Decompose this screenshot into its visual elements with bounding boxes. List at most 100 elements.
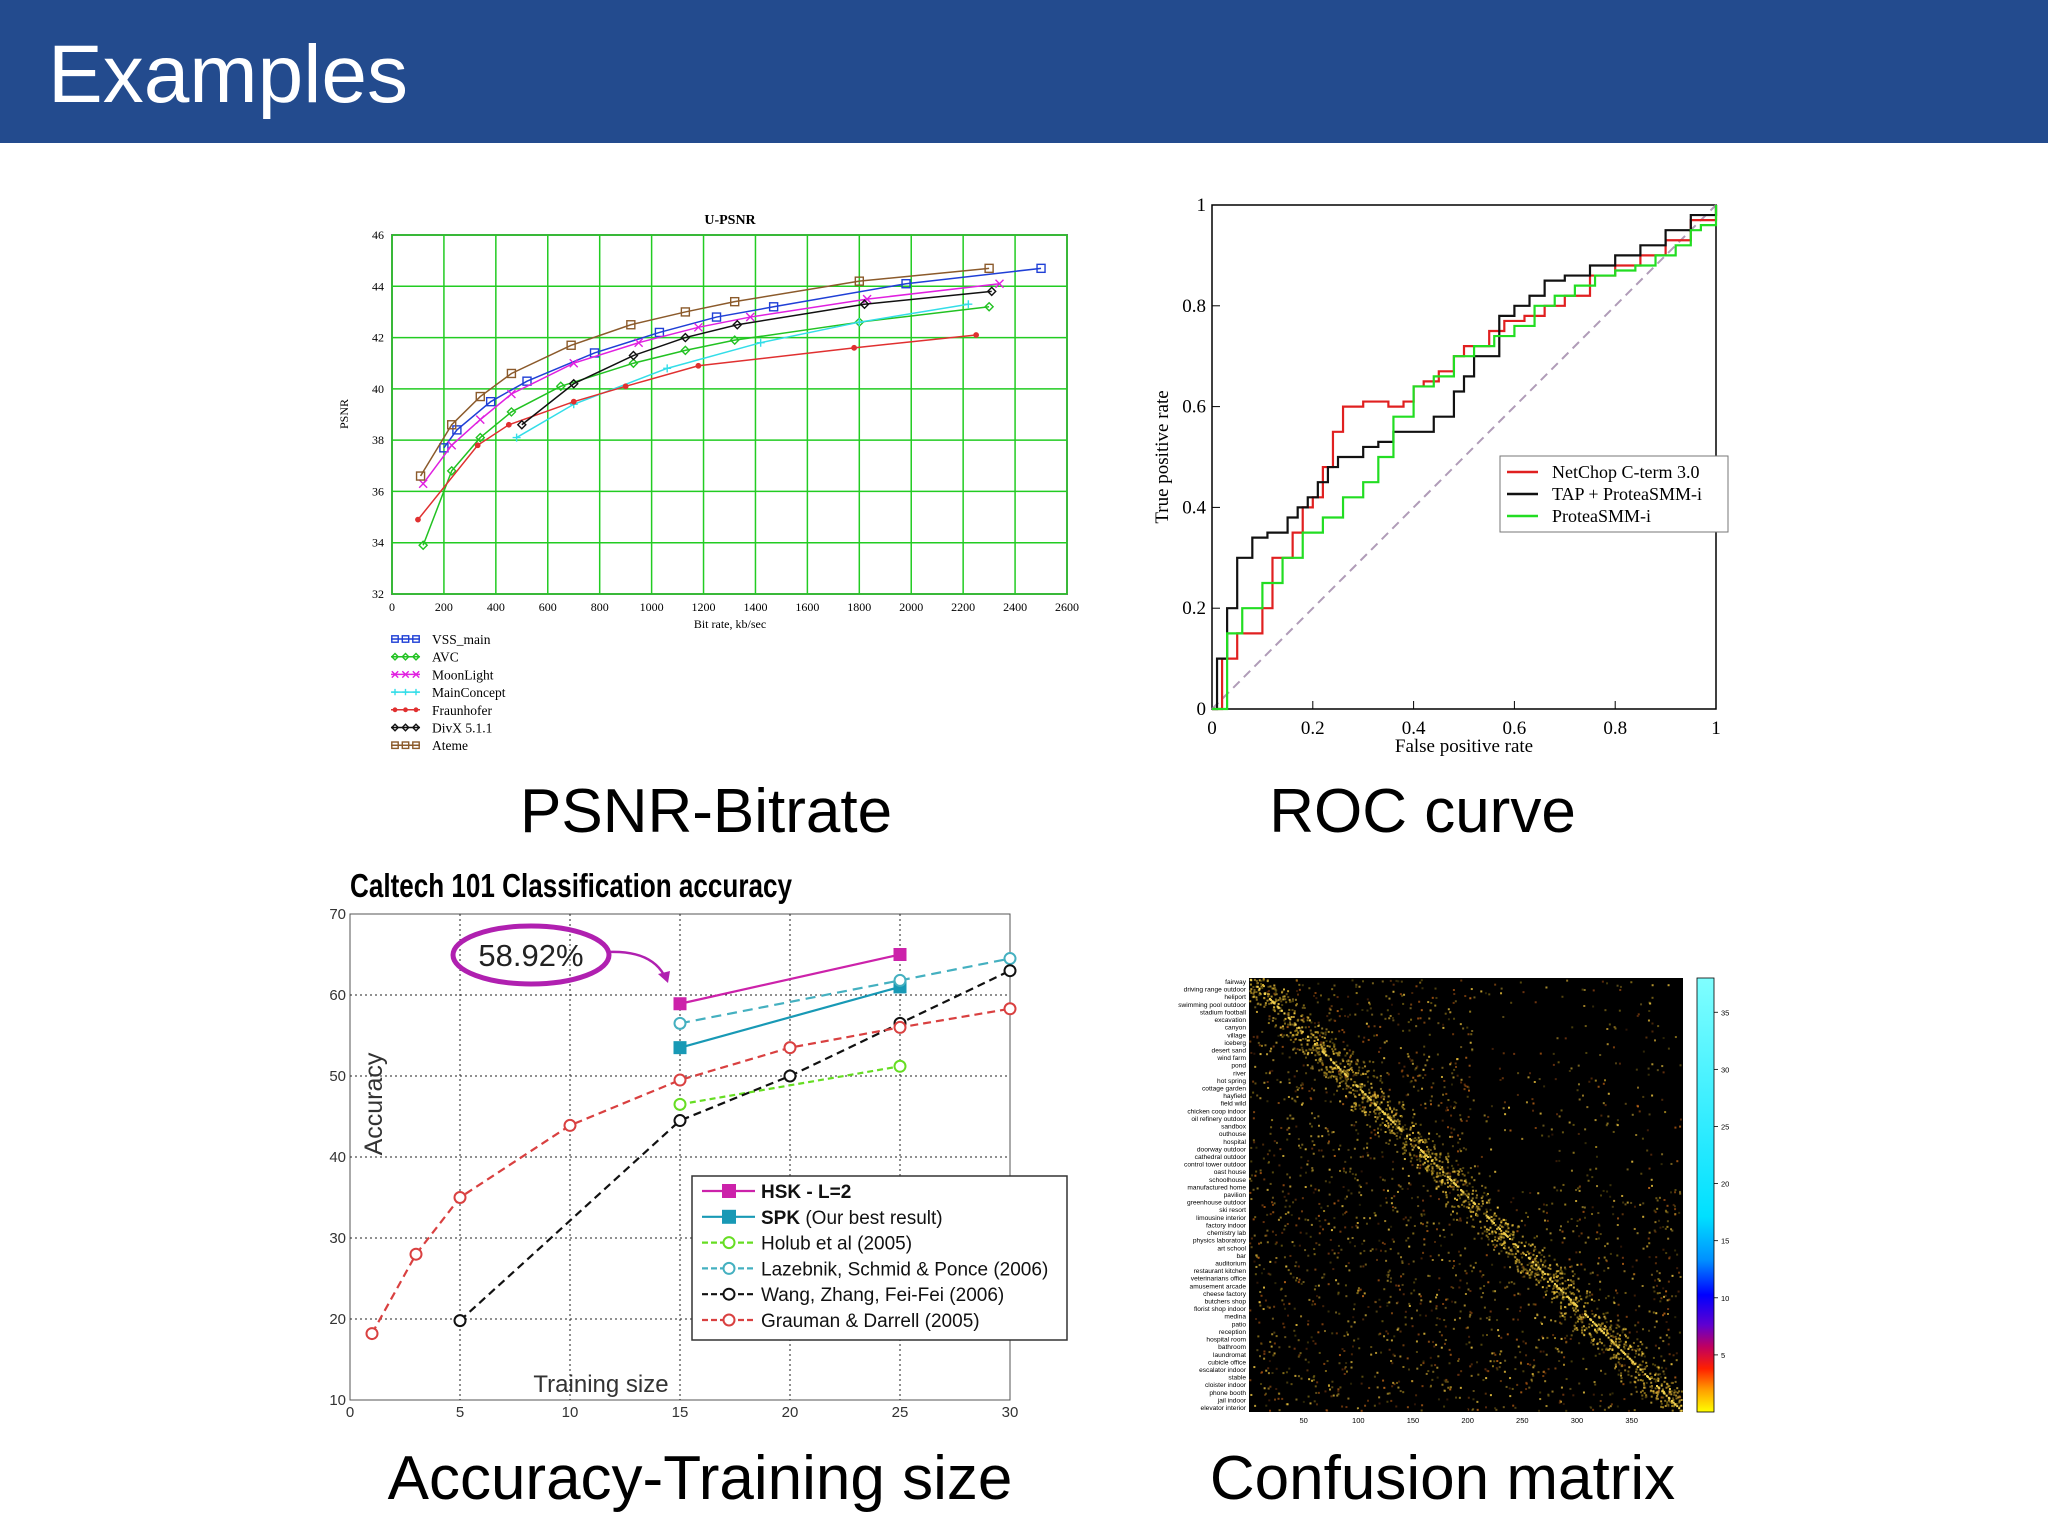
- confusion-cell: [1436, 1171, 1439, 1174]
- confusion-cell: [1303, 1052, 1306, 1055]
- confusion-cell: [1554, 1320, 1557, 1323]
- confusion-cell: [1422, 1163, 1425, 1166]
- confusion-cell: [1479, 1270, 1482, 1273]
- confusion-cell: [1363, 1108, 1366, 1111]
- confusion-cell: [1355, 1121, 1358, 1124]
- confusion-cell: [1552, 1287, 1555, 1290]
- confusion-cell: [1594, 1354, 1597, 1357]
- confusion-cell: [1561, 1282, 1564, 1285]
- confusion-cell: [1419, 1017, 1422, 1020]
- confusion-cell: [1646, 1149, 1649, 1152]
- confusion-cell: [1413, 1139, 1416, 1142]
- confusion-cell: [1465, 1343, 1468, 1346]
- confusion-cell: [1448, 1259, 1451, 1262]
- confusion-cell: [1429, 1356, 1432, 1359]
- confusion-cell: [1447, 1099, 1450, 1102]
- confusion-diagonal-cell: [1559, 1288, 1562, 1291]
- confusion-cell: [1401, 1261, 1404, 1264]
- confusion-cell: [1256, 1281, 1259, 1284]
- confusion-cell: [1444, 1191, 1447, 1194]
- confusion-cell: [1379, 1077, 1382, 1080]
- confusion-cell: [1293, 1099, 1296, 1102]
- confusion-cell: [1297, 1265, 1300, 1268]
- confusion-cell: [1340, 1008, 1343, 1011]
- confusion-cell: [1537, 1281, 1540, 1284]
- confusion-cell: [1612, 1046, 1615, 1049]
- confusion-cell: [1280, 1244, 1283, 1247]
- confusion-cell: [1358, 1347, 1361, 1350]
- confusion-cell: [1438, 1160, 1441, 1163]
- confusion-cell: [1388, 1129, 1391, 1132]
- confusion-cell: [1641, 1351, 1644, 1354]
- confusion-cell: [1431, 1162, 1434, 1165]
- confusion-cell: [1373, 1094, 1376, 1097]
- confusion-cell: [1351, 1052, 1354, 1055]
- confusion-cell: [1359, 1265, 1362, 1268]
- confusion-cell: [1417, 1017, 1420, 1020]
- confusion-cell: [1280, 1287, 1283, 1290]
- confusion-cell: [1275, 1241, 1278, 1244]
- confusion-cell: [1272, 1354, 1275, 1357]
- confusion-cell: [1387, 1073, 1390, 1076]
- confusion-cell: [1426, 1145, 1429, 1148]
- confusion-cell: [1271, 1333, 1274, 1336]
- confusion-cell: [1253, 1366, 1256, 1369]
- confusion-cell: [1373, 1091, 1376, 1094]
- confusion-cell: [1616, 1332, 1619, 1335]
- confusion-cell: [1636, 1104, 1639, 1107]
- confusion-cell: [1657, 1366, 1660, 1369]
- confusion-cell: [1444, 1012, 1447, 1015]
- confusion-cell: [1279, 1034, 1282, 1037]
- confusion-cell: [1399, 993, 1402, 996]
- confusion-cell: [1488, 1137, 1491, 1140]
- confusion-cell: [1504, 1113, 1507, 1116]
- confusion-cell: [1628, 1346, 1631, 1349]
- confusion-cell: [1352, 1071, 1355, 1074]
- confusion-cell: [1387, 1124, 1390, 1127]
- confusion-cell: [1541, 1134, 1544, 1137]
- confusion-cell: [1391, 1238, 1394, 1241]
- confusion-cell: [1368, 1060, 1371, 1063]
- psnr-data-point: [964, 300, 973, 309]
- confusion-cell: [1648, 1310, 1651, 1313]
- confusion-cell: [1650, 1395, 1653, 1398]
- confusion-cell: [1633, 1409, 1636, 1412]
- confusion-cell: [1594, 1328, 1597, 1331]
- confusion-cell: [1355, 1104, 1358, 1107]
- confusion-cell: [1485, 1254, 1488, 1257]
- confusion-cell: [1407, 1021, 1410, 1024]
- confusion-cell: [1478, 1208, 1481, 1211]
- confusion-cell: [1363, 1239, 1366, 1242]
- psnr-xtick-label: 2400: [1003, 600, 1027, 614]
- confusion-cell: [1363, 1111, 1366, 1114]
- confusion-cell: [1421, 1404, 1424, 1407]
- confusion-cell: [1408, 1245, 1411, 1248]
- confusion-cell: [1411, 1059, 1414, 1062]
- confusion-cell: [1468, 1182, 1471, 1185]
- confusion-diagonal-cell: [1264, 993, 1267, 996]
- confusion-cell: [1366, 1070, 1369, 1073]
- psnr-legend-marker: [411, 652, 421, 661]
- confusion-cell: [1273, 1342, 1276, 1345]
- confusion-cell: [1667, 1403, 1670, 1406]
- confusion-cell: [1462, 1027, 1465, 1030]
- confusion-cell: [1494, 983, 1497, 986]
- psnr-data-point: [768, 302, 779, 312]
- confusion-cell: [1453, 1068, 1456, 1071]
- confusion-cell: [1328, 1168, 1331, 1171]
- confusion-cell: [1253, 978, 1256, 981]
- confusion-cell: [1516, 1268, 1519, 1271]
- confusion-cell: [1530, 1272, 1533, 1275]
- confusion-cell: [1659, 1226, 1662, 1229]
- confusion-cell: [1543, 1261, 1546, 1264]
- confusion-diagonal-cell: [1456, 1185, 1459, 1188]
- confusion-cell: [1382, 1098, 1385, 1101]
- confusion-cell: [1263, 1286, 1266, 1289]
- confusion-cell: [1580, 1298, 1583, 1301]
- confusion-cell: [1314, 1342, 1317, 1345]
- confusion-cell: [1333, 1075, 1336, 1078]
- confusion-row-label: greenhouse outdoor: [1187, 1200, 1247, 1207]
- confusion-cell: [1633, 1349, 1636, 1352]
- confusion-cell: [1520, 1263, 1523, 1266]
- confusion-cell: [1445, 1203, 1448, 1206]
